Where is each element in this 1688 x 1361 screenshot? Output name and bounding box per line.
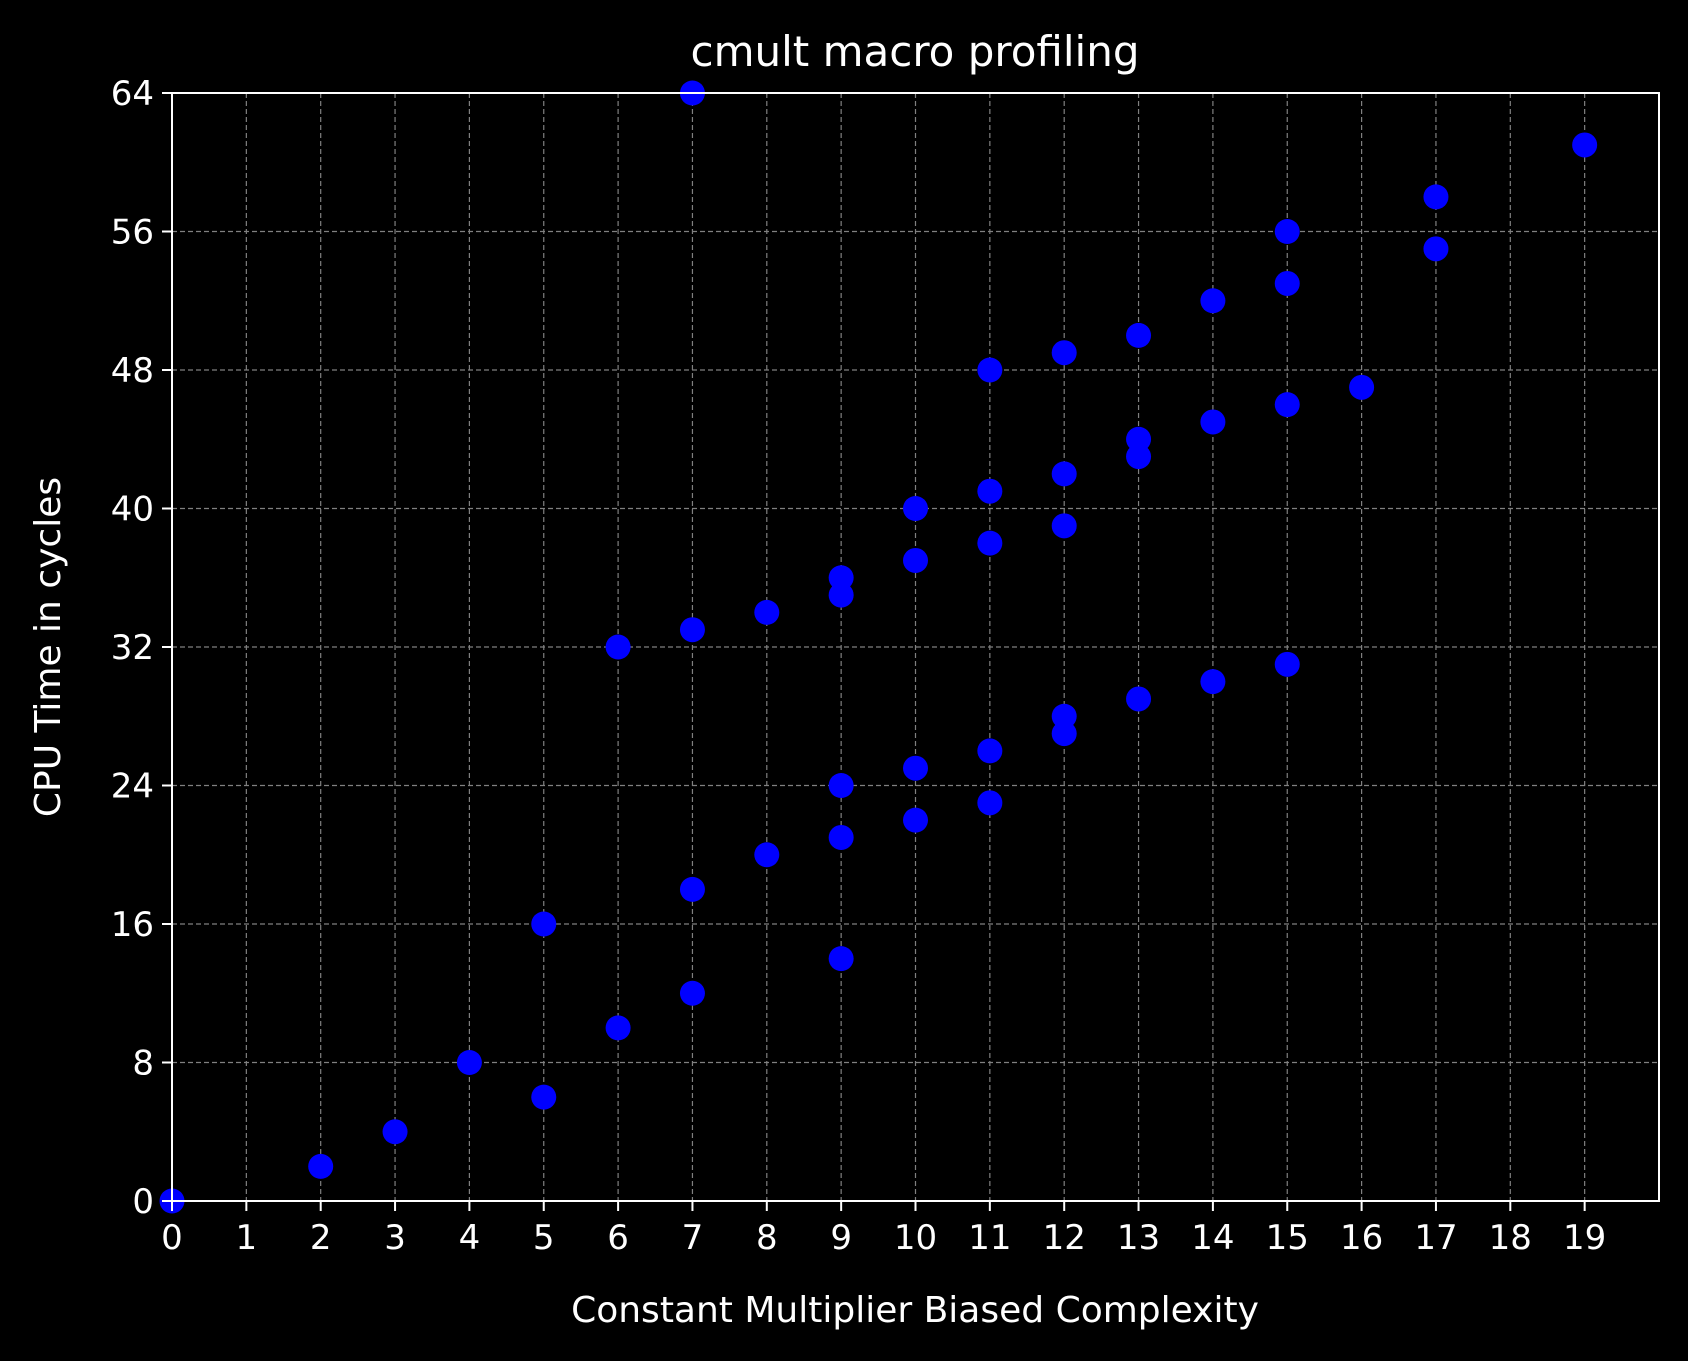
- x-tick-label: 5: [533, 1218, 555, 1258]
- x-tick-label: 3: [384, 1218, 406, 1258]
- data-point: [903, 547, 928, 573]
- data-point: [977, 478, 1003, 504]
- data-point: [1051, 340, 1077, 366]
- data-point: [977, 790, 1003, 816]
- data-point: [754, 599, 780, 625]
- x-tick-label: 12: [1043, 1218, 1086, 1258]
- data-point: [679, 980, 705, 1006]
- x-tick-label: 16: [1340, 1218, 1383, 1258]
- data-point: [679, 617, 705, 643]
- grid: [171, 92, 1659, 1202]
- data-point: [1051, 721, 1077, 747]
- x-tick-label: 15: [1266, 1218, 1309, 1258]
- y-tick-label: 64: [111, 74, 154, 114]
- data-point: [1200, 409, 1226, 435]
- data-point: [1051, 461, 1077, 487]
- data-point: [977, 357, 1003, 383]
- data-point: [1274, 270, 1300, 296]
- y-tick-label: 48: [111, 351, 154, 391]
- y-tick-label: 40: [111, 490, 154, 530]
- data-point: [1274, 219, 1300, 244]
- data-point: [828, 773, 854, 798]
- data-point: [828, 565, 854, 591]
- x-tick-label: 8: [756, 1218, 778, 1258]
- y-tick-label: 0: [132, 1182, 154, 1222]
- data-point: [308, 1153, 334, 1179]
- data-point: [828, 582, 854, 608]
- x-tick-label: 7: [682, 1218, 704, 1258]
- data-point: [1423, 184, 1449, 210]
- axis-ticks: [162, 92, 1586, 1211]
- data-point: [456, 1050, 482, 1075]
- data-point: [977, 530, 1003, 556]
- y-tick-label: 8: [132, 1044, 154, 1084]
- data-point: [1126, 426, 1152, 452]
- y-tick-label: 32: [111, 628, 154, 668]
- data-point: [1051, 513, 1077, 539]
- data-point: [605, 1015, 631, 1041]
- data-point: [1349, 374, 1375, 400]
- x-tick-label: 10: [894, 1218, 937, 1258]
- chart-title: cmult macro profiling: [690, 27, 1139, 76]
- x-tick-label: 17: [1414, 1218, 1457, 1258]
- y-tick-labels: 0 8 16 24 32 40 48 56 64: [111, 74, 154, 1222]
- x-tick-label: 2: [310, 1218, 332, 1258]
- y-tick-label: 56: [111, 213, 154, 253]
- data-point: [828, 824, 854, 850]
- x-tick-label: 0: [161, 1218, 183, 1258]
- data-point: [1126, 322, 1152, 348]
- data-point: [679, 876, 705, 902]
- x-tick-label: 18: [1489, 1218, 1532, 1258]
- y-axis-title: CPU Time in cycles: [28, 477, 69, 817]
- x-axis-title: Constant Multiplier Biased Complexity: [571, 1290, 1259, 1331]
- x-tick-label: 11: [968, 1218, 1011, 1258]
- x-tick-label: 14: [1191, 1218, 1234, 1258]
- data-point: [903, 496, 928, 521]
- data-point: [977, 738, 1003, 764]
- data-point: [903, 807, 928, 833]
- x-tick-label: 6: [607, 1218, 629, 1258]
- data-point: [1423, 236, 1449, 262]
- data-point: [531, 911, 557, 937]
- data-point: [828, 946, 854, 972]
- x-tick-labels: 0 1 2 3 4 5 6 7 8 9 10 11 12 13 14 15 16 17 18 19: [161, 1218, 1606, 1258]
- x-tick-label: 4: [459, 1218, 481, 1258]
- y-tick-label: 16: [111, 905, 154, 945]
- data-point: [1051, 703, 1077, 729]
- data-point: [1274, 392, 1300, 418]
- x-tick-label: 19: [1563, 1218, 1606, 1258]
- data-point: [1200, 288, 1226, 314]
- data-point: [1572, 132, 1598, 158]
- data-points: [159, 80, 1598, 1214]
- data-point: [1126, 686, 1152, 712]
- data-point: [754, 842, 780, 868]
- x-tick-label: 9: [830, 1218, 852, 1258]
- data-point: [1126, 444, 1152, 470]
- x-tick-label: 13: [1117, 1218, 1160, 1258]
- data-point: [1200, 669, 1226, 695]
- data-point: [382, 1119, 408, 1145]
- y-tick-label: 24: [111, 767, 154, 807]
- data-point: [1274, 651, 1300, 677]
- data-point: [531, 1084, 557, 1110]
- data-point: [903, 755, 928, 781]
- data-point: [605, 634, 631, 660]
- x-tick-label: 1: [236, 1218, 258, 1258]
